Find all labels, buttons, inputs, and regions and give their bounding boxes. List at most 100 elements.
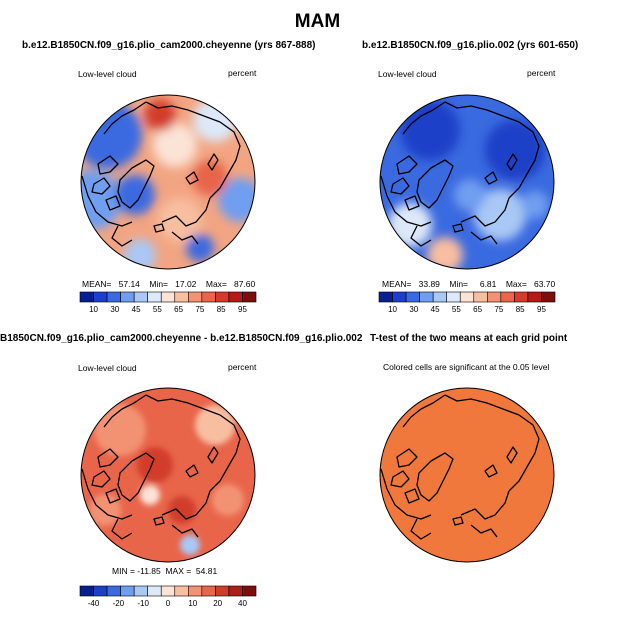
panel-4-title: T-test of the two means at each grid poi… xyxy=(370,333,568,344)
panel-1-max-label: Max= xyxy=(205,279,227,289)
panel-3-variable: Low-level cloud xyxy=(78,363,137,373)
panel-3-colorbar-swatch xyxy=(93,585,108,597)
panel-2-boundary xyxy=(379,94,555,270)
panel-2-colorbar-swatch xyxy=(392,291,407,303)
panel-1-min-label: Min= xyxy=(149,279,169,289)
panel-1-colorbar-swatch xyxy=(79,291,94,303)
panel-2-colorbar-swatch xyxy=(405,291,420,303)
panel-3-colorbar-swatch xyxy=(106,585,121,597)
panel-3-colorbar-swatch xyxy=(228,585,243,597)
panel-3-colorbar-tick-label: -10 xyxy=(137,599,149,608)
panel-3-colorbar-tick-label: 40 xyxy=(238,599,247,608)
panel-1-colorbar-tick-label: 85 xyxy=(217,305,226,314)
panel-3-units: percent xyxy=(228,362,257,372)
panel-3-colorbar-tick-label: 20 xyxy=(213,599,222,608)
panel-3-title: B1850CN.f09_g16.plio_cam2000.cheyenne - … xyxy=(0,333,363,344)
panel-1-min: 17.02 xyxy=(175,279,197,289)
panel-3-colorbar-swatch xyxy=(160,585,176,597)
panel-2-title: b.e12.B1850CN.f09_g16.plio.002 (yrs 601-… xyxy=(362,40,579,51)
panel-2-mean: 33.89 xyxy=(418,279,440,289)
panel-3-colorbar-swatch xyxy=(133,585,148,597)
panel-3-colorbar-tick-label: 0 xyxy=(166,599,171,608)
panel-4-boundary xyxy=(379,387,555,563)
panel-1-colorbar: 10 30 45 55 65 75 85 95 xyxy=(79,291,257,314)
panel-2-colorbar-swatch xyxy=(514,291,529,303)
panel-2-colorbar-swatch xyxy=(541,291,556,303)
panel-3-colorbar-swatch xyxy=(79,585,94,597)
panel-1-colorbar-tick-label: 30 xyxy=(110,305,119,314)
panel-3-map xyxy=(81,388,255,562)
panel-1-variable: Low-level cloud xyxy=(78,69,137,79)
panel-2-min: 6.81 xyxy=(479,279,497,289)
panel-1-colorbar-swatch xyxy=(201,291,216,303)
panel-1-colorbar-swatch xyxy=(147,291,162,303)
panel-2-colorbar-swatch xyxy=(487,291,502,303)
panel-2-colorbar-tick-label: 75 xyxy=(494,305,503,314)
panel-1-title: b.e12.B1850CN.f09_g16.plio_cam2000.cheye… xyxy=(22,40,316,51)
panel-3-colorbar-swatch xyxy=(147,585,162,597)
panel-1-colorbar-tick-label: 65 xyxy=(174,305,183,314)
panel-2-colorbar-tick-label: 55 xyxy=(452,305,461,314)
panel-3-colorbar-swatch xyxy=(215,585,230,597)
panel-4-subtitle: Colored cells are significant at the 0.0… xyxy=(383,362,550,372)
panel-2-min-label: Min= xyxy=(449,279,469,289)
panel-1-stats: MEAN= 57.14 Min= 17.02 Max= 87.60 xyxy=(82,279,255,289)
panel-2-map xyxy=(380,95,554,269)
panel-1-colorbar-tick-label: 95 xyxy=(238,305,247,314)
panel-3-colorbar: -40 -20 -10 0 10 20 40 xyxy=(79,585,257,608)
panel-2-colorbar-swatch xyxy=(432,291,447,303)
panel-2-colorbar-tick-label: 45 xyxy=(431,305,440,314)
panel-3-boundary xyxy=(80,387,256,563)
panel-3-stats: MIN = -11.85 MAX = 54.81 xyxy=(112,566,218,576)
panel-2-colorbar-swatch xyxy=(473,291,488,303)
panel-2-colorbar-swatch xyxy=(527,291,542,303)
panel-1-colorbar-swatch xyxy=(106,291,121,303)
panel-4-map xyxy=(380,388,554,562)
panel-1-colorbar-tick-label: 45 xyxy=(132,305,141,314)
figure-title: MAM xyxy=(294,11,341,32)
panel-1-colorbar-swatch xyxy=(242,291,257,303)
panel-1-colorbar-swatch xyxy=(133,291,148,303)
panel-2-colorbar-tick-label: 10 xyxy=(388,305,397,314)
panel-3-colorbar-tick-label: -20 xyxy=(113,599,125,608)
panel-1-colorbar-tick-label: 55 xyxy=(153,305,162,314)
panel-2-colorbar-swatch xyxy=(378,291,393,303)
panel-1-colorbar-swatch xyxy=(160,291,176,303)
panel-2-stats: MEAN= 33.89 Min= 6.81 Max= 63.70 xyxy=(382,279,555,289)
panel-3-colorbar-swatch xyxy=(201,585,216,597)
panel-2-mean-label: MEAN= xyxy=(382,279,412,289)
panel-1-colorbar-swatch xyxy=(93,291,108,303)
panel-2-units: percent xyxy=(527,68,556,78)
panel-1-max: 87.60 xyxy=(233,279,256,289)
panel-1-mean-label: MEAN= xyxy=(82,279,112,289)
panel-2-colorbar-tick-label: 95 xyxy=(537,305,546,314)
panel-1-boundary xyxy=(80,94,256,270)
panel-1-colorbar-swatch xyxy=(228,291,243,303)
panel-3-colorbar-tick-label: 10 xyxy=(188,599,197,608)
panel-3-colorbar-tick-label: -40 xyxy=(88,599,100,608)
panel-3-colorbar-swatch xyxy=(188,585,203,597)
panel-1-colorbar-tick-label: 10 xyxy=(89,305,98,314)
panel-1-colorbar-swatch xyxy=(120,291,135,303)
panel-1-map xyxy=(81,95,255,269)
panel-2-colorbar-tick-label: 85 xyxy=(516,305,525,314)
panel-1-units: percent xyxy=(228,68,257,78)
panel-2-colorbar-swatch xyxy=(419,291,434,303)
panel-2-colorbar-tick-label: 65 xyxy=(473,305,482,314)
panel-2-variable: Low-level cloud xyxy=(378,69,437,79)
panel-2-max-label: Max= xyxy=(505,279,527,289)
panel-2-colorbar-swatch xyxy=(446,291,461,303)
panel-2-colorbar-swatch xyxy=(459,291,475,303)
panel-3-colorbar-swatch xyxy=(174,585,189,597)
panel-2-colorbar-swatch xyxy=(500,291,515,303)
panel-2-colorbar-tick-label: 30 xyxy=(409,305,418,314)
panel-3-colorbar-swatch xyxy=(242,585,257,597)
panel-2-colorbar: 10 30 45 55 65 75 85 95 xyxy=(378,291,556,314)
panel-1-colorbar-tick-label: 75 xyxy=(195,305,204,314)
panel-1-colorbar-swatch xyxy=(188,291,203,303)
panel-1-colorbar-swatch xyxy=(174,291,189,303)
panel-2-max: 63.70 xyxy=(533,279,556,289)
panel-3-colorbar-swatch xyxy=(120,585,135,597)
panel-1-mean: 57.14 xyxy=(118,279,140,289)
